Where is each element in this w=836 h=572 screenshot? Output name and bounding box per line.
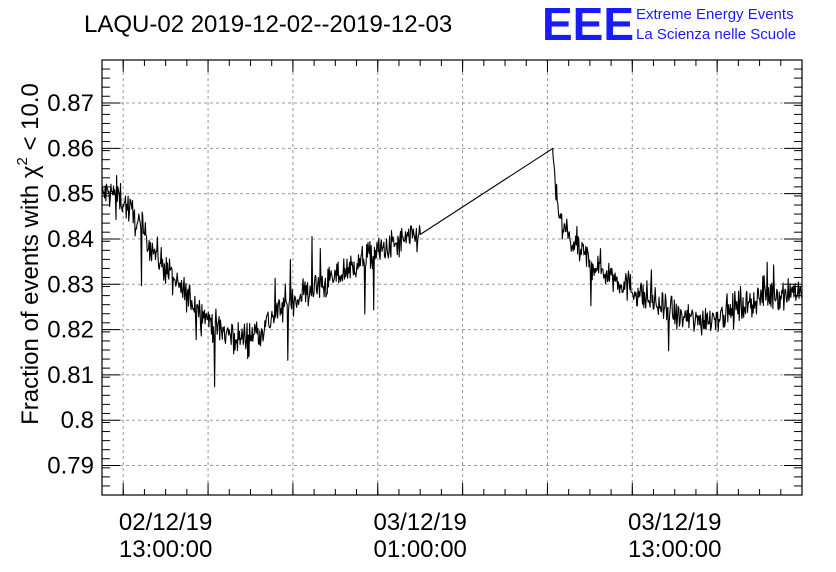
eee-logo: EEE Extreme Energy Events La Scienza nel… <box>542 0 796 50</box>
y-axis-label: Fraction of events with χ2 < 10.0 <box>14 83 44 425</box>
x-tick-label-time: 13:00:00 <box>628 536 721 563</box>
y-axis-label-sup: 2 <box>14 157 31 165</box>
tick-labels: 0.79 0.8 0.81 0.82 0.83 0.84 0.85 0.86 0.87 02/12… <box>47 90 721 563</box>
axes <box>101 59 803 496</box>
x-tick-label-time: 01:00:00 <box>373 536 466 563</box>
y-tick-label: 0.83 <box>47 271 94 298</box>
chart-title: LAQU-02 2019-12-02--2019-12-03 <box>84 11 452 38</box>
y-tick-label: 0.82 <box>47 317 94 344</box>
y-tick-label: 0.87 <box>47 90 94 117</box>
y-tick-label: 0.85 <box>47 181 94 208</box>
y-axis-label-pre: Fraction of events with χ <box>17 165 44 425</box>
plot-frame <box>101 59 803 496</box>
grid <box>102 60 802 495</box>
x-tick-label-date: 02/12/19 <box>119 509 212 536</box>
y-tick-label: 0.8 <box>61 407 94 434</box>
y-tick-label: 0.79 <box>47 453 94 480</box>
logo-mark: EEE <box>542 0 634 50</box>
y-tick-label: 0.86 <box>47 135 94 162</box>
logo-line-2: La Scienza nelle Scuole <box>636 26 796 43</box>
x-tick-label-date: 03/12/19 <box>373 509 466 536</box>
logo-line-1: Extreme Energy Events <box>636 6 794 23</box>
y-tick-label: 0.81 <box>47 362 94 389</box>
series-line <box>101 147 803 388</box>
series-layer <box>101 147 803 388</box>
y-tick-label: 0.84 <box>47 226 94 253</box>
y-axis-label-post: < 10.0 <box>17 83 44 157</box>
x-tick-label-date: 03/12/19 <box>628 509 721 536</box>
x-tick-label-time: 13:00:00 <box>119 536 212 563</box>
